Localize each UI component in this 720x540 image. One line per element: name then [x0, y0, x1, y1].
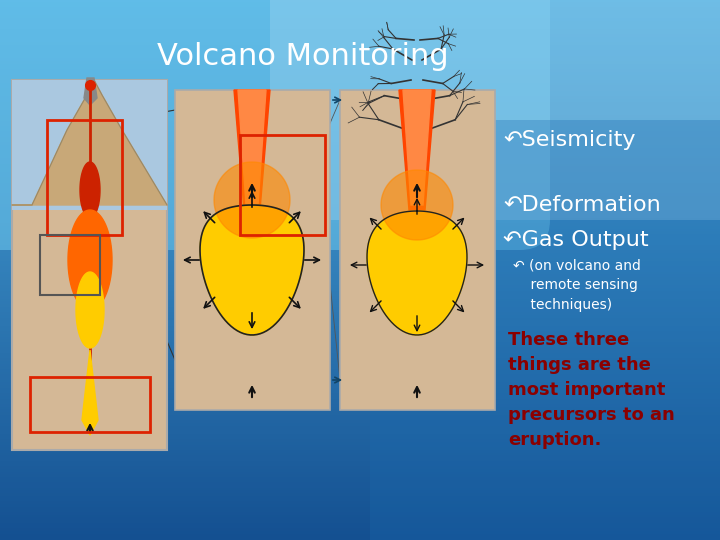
Polygon shape [381, 170, 453, 240]
Bar [30, 377, 150, 432]
Bar [12, 80, 167, 210]
Bar [340, 90, 495, 410]
FancyBboxPatch shape [0, 0, 550, 250]
FancyBboxPatch shape [370, 120, 720, 540]
Text: ↶ (on volcano and
    remote sensing
    techniques): ↶ (on volcano and remote sensing techniq… [513, 259, 641, 312]
Text: ↶Seismicity: ↶Seismicity [503, 130, 636, 150]
Polygon shape [214, 162, 290, 238]
Bar [12, 80, 167, 450]
FancyBboxPatch shape [270, 0, 720, 220]
Polygon shape [367, 211, 467, 335]
Polygon shape [12, 80, 167, 205]
Bar [40, 235, 100, 295]
Polygon shape [82, 350, 98, 435]
Polygon shape [238, 90, 266, 205]
Bar [175, 90, 330, 410]
Polygon shape [84, 78, 97, 105]
Bar [47, 120, 122, 235]
Text: ↶Gas Output: ↶Gas Output [503, 230, 649, 250]
Text: Volcano Monitoring: Volcano Monitoring [156, 42, 449, 71]
Polygon shape [68, 210, 112, 310]
Polygon shape [234, 90, 270, 210]
Polygon shape [76, 272, 104, 348]
Polygon shape [399, 90, 435, 210]
Polygon shape [200, 205, 304, 335]
Polygon shape [403, 90, 431, 205]
Bar [240, 135, 325, 235]
Text: ↶Deformation: ↶Deformation [503, 195, 661, 215]
Text: These three
things are the
most important
precursors to an
eruption.: These three things are the most importan… [508, 331, 675, 449]
Polygon shape [80, 162, 100, 218]
